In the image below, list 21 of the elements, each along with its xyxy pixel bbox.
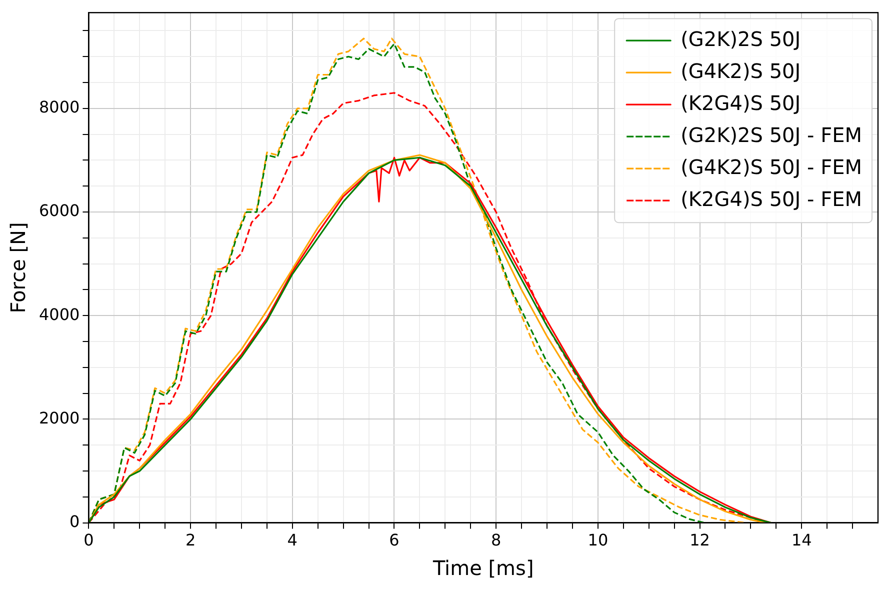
x-tick-label: 2 — [185, 530, 196, 550]
x-tick-label: 0 — [84, 530, 94, 550]
x-axis-title: Time [ms] — [432, 556, 534, 580]
x-tick-label: 4 — [287, 530, 298, 550]
x-tick-label: 10 — [588, 530, 608, 550]
legend-label: (K2G4)S 50J - FEM — [680, 186, 862, 211]
y-axis-title: Force [N] — [6, 222, 30, 314]
y-tick-label: 0 — [70, 512, 80, 531]
legend-label: (K2G4)S 50J — [680, 90, 801, 115]
y-tick-label: 6000 — [39, 201, 80, 220]
legend-label: (G4K2)S 50J — [680, 58, 801, 83]
legend-label: (G2K)2S 50J - FEM — [680, 122, 862, 147]
y-tick-label: 2000 — [39, 408, 80, 428]
x-tick-label: 6 — [389, 530, 400, 550]
x-tick-label: 14 — [791, 530, 812, 550]
y-tick-label: 8000 — [39, 98, 80, 117]
legend-label: (G2K)2S 50J — [680, 26, 801, 51]
legend-label: (G4K2)S 50J - FEM — [680, 154, 862, 179]
y-tick-label: 4000 — [39, 304, 80, 324]
x-tick-label: 12 — [690, 530, 710, 550]
x-tick-label: 8 — [490, 530, 502, 550]
